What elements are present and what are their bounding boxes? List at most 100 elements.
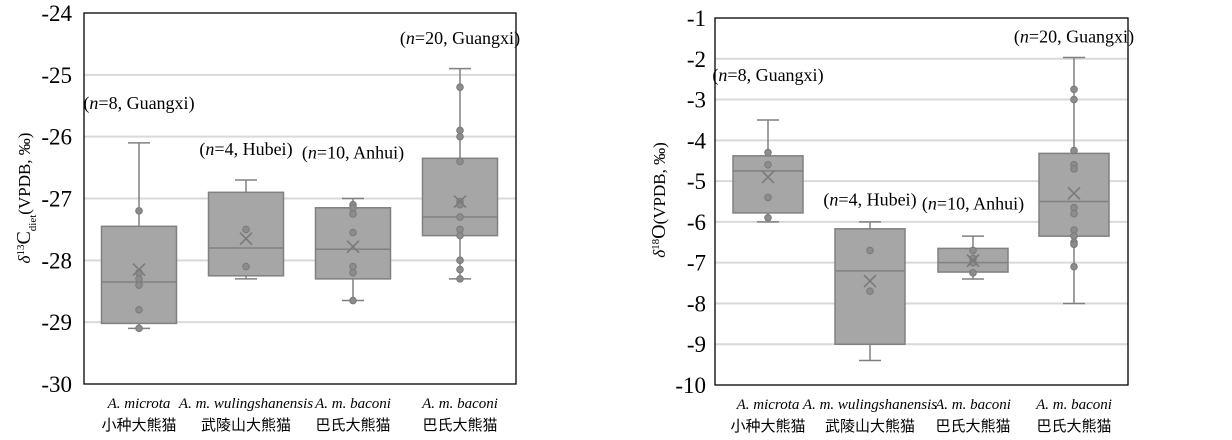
data-point — [456, 126, 464, 135]
data-point — [456, 231, 464, 240]
data-point — [1070, 85, 1078, 94]
y-tick-label: -9 — [687, 332, 706, 357]
data-point — [1070, 209, 1078, 218]
mean-marker — [1067, 186, 1081, 200]
annotation-text: =8, Guangxi) — [98, 93, 194, 114]
y-axis-label-main: O — [648, 224, 670, 238]
box-group — [421, 67, 499, 283]
iqr-box — [207, 191, 285, 277]
y-tick-label: -7 — [687, 251, 706, 276]
y-axis-label-delta: δ — [15, 254, 34, 263]
data-point — [456, 83, 464, 91]
annotation-paren: ( — [823, 190, 829, 211]
box-group — [937, 235, 1009, 280]
y-tick-label: -28 — [41, 248, 72, 273]
category-latin-label: A. m. baconi — [934, 397, 1011, 413]
category-chinese-label: 巴氏大熊猫 — [935, 418, 1010, 435]
y-tick-label: -27 — [41, 187, 72, 212]
data-point — [456, 157, 464, 166]
category-latin-label: A. m. baconi — [1035, 397, 1112, 413]
category-chinese-label: 小种大熊猫 — [101, 417, 176, 434]
annotation-n: n — [928, 194, 937, 214]
annotation-paren: ( — [922, 194, 928, 215]
data-point — [349, 228, 357, 237]
data-point — [969, 246, 977, 255]
iqr-box — [421, 157, 499, 237]
data-point — [349, 210, 357, 218]
annotation-text: =8, Guangxi) — [727, 65, 823, 86]
sample-annotation: (n=4, Hubei) — [823, 190, 916, 211]
data-point — [349, 203, 357, 212]
data-point — [866, 246, 874, 255]
sample-annotation: (n=4, Hubei) — [199, 139, 292, 160]
data-point — [1070, 203, 1078, 212]
sample-annotation: (n=10, Anhui) — [922, 194, 1024, 215]
data-point — [1070, 165, 1078, 173]
annotation-paren: ( — [302, 142, 308, 163]
y-tick-label: -10 — [675, 373, 706, 398]
annotation-n: n — [89, 93, 98, 113]
data-point — [349, 296, 357, 305]
annotation-text: =10, Anhui) — [317, 142, 404, 163]
y-axis-label-sup: 18 — [650, 238, 662, 250]
annotation-text: =20, Guangxi) — [1029, 26, 1134, 47]
annotation-n: n — [205, 139, 214, 159]
sample-annotation: (n=20, Guangxi) — [400, 28, 520, 49]
annotation-text: =10, Anhui) — [937, 194, 1024, 215]
y-tick-label: -1 — [687, 6, 706, 31]
annotation-paren: ( — [712, 65, 718, 86]
y-tick-label: -26 — [41, 125, 72, 150]
category-latin-label: A. m. baconi — [421, 396, 498, 412]
annotation-n: n — [1020, 26, 1029, 46]
data-point — [349, 268, 357, 277]
data-point — [456, 225, 464, 234]
category-chinese-label: 巴氏大熊猫 — [315, 417, 390, 434]
y-axis-label: δ18O(VPDB, ‰) — [648, 142, 670, 258]
annotation-text: =4, Hubei) — [838, 190, 916, 211]
data-point — [1070, 232, 1078, 240]
y-axis-label-delta: δ — [650, 249, 669, 258]
sample-annotation: (n=20, Guangxi) — [1014, 26, 1134, 47]
data-point — [969, 269, 977, 277]
data-point — [456, 132, 464, 141]
data-point — [969, 258, 977, 267]
data-point — [764, 214, 772, 222]
category-latin-label: A. m. wulingshanensis — [802, 397, 937, 413]
mean-marker — [132, 263, 146, 277]
annotation-text: =4, Hubei) — [214, 139, 292, 160]
y-axis-label-sub: diet — [27, 215, 39, 232]
data-point — [135, 306, 143, 314]
annotation-n: n — [406, 28, 415, 48]
box-group — [207, 179, 285, 280]
data-point — [456, 256, 464, 265]
data-point — [242, 262, 250, 271]
y-axis-label: δ13Cdiet(VPDB, ‰) — [13, 133, 39, 264]
sample-annotation: (n=8, Guangxi) — [712, 65, 823, 86]
sample-annotation: (n=10, Anhui) — [302, 142, 404, 163]
y-axis-label-units: (VPDB, ‰) — [650, 142, 669, 224]
category-chinese-label: 武陵山大熊猫 — [825, 418, 915, 435]
annotation-n: n — [308, 142, 317, 162]
data-point — [456, 213, 464, 221]
box-group — [834, 221, 906, 362]
plot-frame — [714, 17, 1129, 386]
data-point — [1070, 262, 1078, 271]
data-point — [135, 324, 143, 333]
mean-marker — [761, 170, 775, 184]
mean-marker — [863, 274, 877, 288]
category-latin-label: A. microta — [107, 396, 171, 412]
data-point — [1070, 95, 1078, 104]
iqr-box — [834, 228, 906, 345]
sample-annotation: (n=8, Guangxi) — [83, 93, 194, 114]
annotation-n: n — [829, 190, 838, 210]
iqr-box — [1038, 152, 1110, 237]
data-point — [456, 275, 464, 283]
annotation-n: n — [718, 65, 727, 85]
box-group — [314, 197, 392, 305]
data-point — [456, 265, 464, 274]
y-tick-label: -24 — [41, 1, 72, 26]
data-point — [135, 281, 143, 289]
data-point — [242, 225, 250, 234]
annotation-paren: ( — [400, 28, 406, 49]
